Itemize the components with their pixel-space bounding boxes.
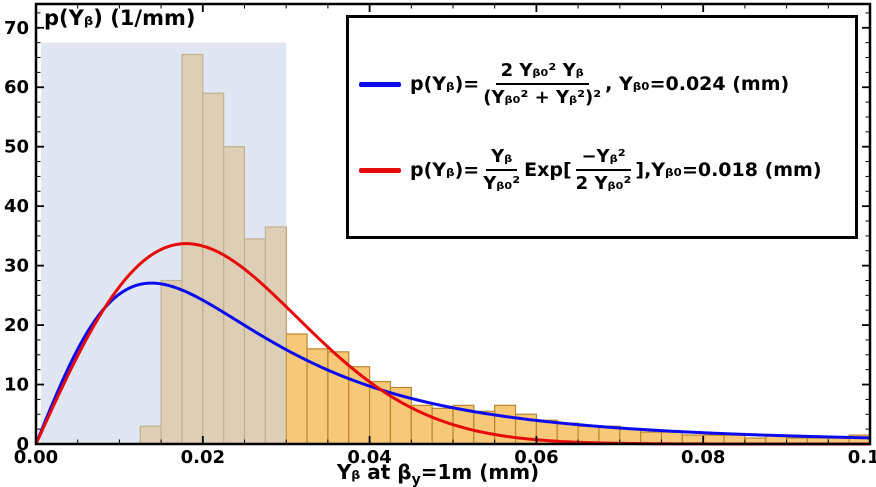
y-tick-label: 60: [4, 77, 29, 98]
formula-close-bracket: ],: [635, 159, 652, 181]
highlight-region: [41, 42, 287, 444]
fraction-numerator: −Yᵦ²: [576, 146, 631, 171]
legend-box: p(Yᵦ)= 2 Yᵦ₀² Yᵦ (Yᵦ₀² + Yᵦ²)² , Yᵦ₀=0.0…: [346, 15, 858, 239]
formula-suffix: , Yᵦ₀=0.024 (mm): [605, 73, 790, 95]
x-tick-label: 0.08: [681, 447, 725, 468]
fraction-denominator: (Yᵦ₀² + Yᵦ²)²: [483, 87, 602, 108]
legend-line-red: [359, 167, 401, 173]
y-tick-label: 30: [4, 256, 29, 277]
fraction-denominator: Yᵦ₀²: [483, 173, 521, 194]
curve-lorentzian: [34, 281, 871, 445]
fraction: −Yᵦ² 2 Yᵦ₀²: [576, 146, 632, 194]
y-tick-label: 0: [16, 434, 29, 455]
x-axis-title-subscript: y: [411, 472, 421, 487]
formula-lhs: p(Yᵦ)=: [410, 159, 480, 181]
histogram-bar: [327, 351, 350, 445]
histogram-bar: [619, 428, 642, 445]
fraction: 2 Yᵦ₀² Yᵦ (Yᵦ₀² + Yᵦ²)²: [483, 60, 601, 108]
y-tick-label: 10: [4, 375, 29, 396]
legend-item-rayleigh: p(Yᵦ)= Yᵦ Yᵦ₀² Exp[ −Yᵦ² 2 Yᵦ₀² ], Yᵦ₀=0…: [357, 146, 847, 194]
formula-exp: Exp[: [524, 159, 572, 181]
fraction: Yᵦ Yᵦ₀²: [483, 146, 520, 194]
y-tick-label: 40: [4, 196, 29, 217]
y-tick-label: 70: [4, 18, 29, 39]
x-tick-label: 0.06: [514, 447, 558, 468]
histogram-bar: [660, 431, 683, 445]
x-tick-label: 0.04: [347, 447, 391, 468]
y-tick-label: 50: [4, 137, 29, 158]
legend-line-blue: [359, 81, 401, 87]
x-axis-title: Yᵦ at βy=1m (mm): [0, 460, 876, 487]
histogram-bar: [473, 410, 496, 445]
formula-lhs: p(Yᵦ)=: [410, 73, 480, 95]
x-axis-title-part: Yᵦ at β: [336, 460, 412, 484]
x-tick-label: 0.00: [14, 447, 58, 468]
y-axis-title: p(Yᵦ) (1/mm): [44, 6, 196, 30]
x-axis-title-part: =1m (mm): [420, 460, 540, 484]
histogram-bar: [431, 407, 454, 445]
y-tick-label: 20: [4, 315, 29, 336]
formula-suffix: Yᵦ₀=0.018 (mm): [651, 159, 822, 181]
x-tick-label: 0.10: [848, 447, 876, 468]
fraction-denominator: 2 Yᵦ₀²: [575, 173, 632, 194]
legend-item-lorentzian: p(Yᵦ)= 2 Yᵦ₀² Yᵦ (Yᵦ₀² + Yᵦ²)² , Yᵦ₀=0.0…: [357, 60, 847, 108]
fraction-numerator: 2 Yᵦ₀² Yᵦ: [495, 60, 589, 85]
fraction-numerator: Yᵦ: [486, 146, 518, 171]
x-tick-label: 0.02: [181, 447, 225, 468]
